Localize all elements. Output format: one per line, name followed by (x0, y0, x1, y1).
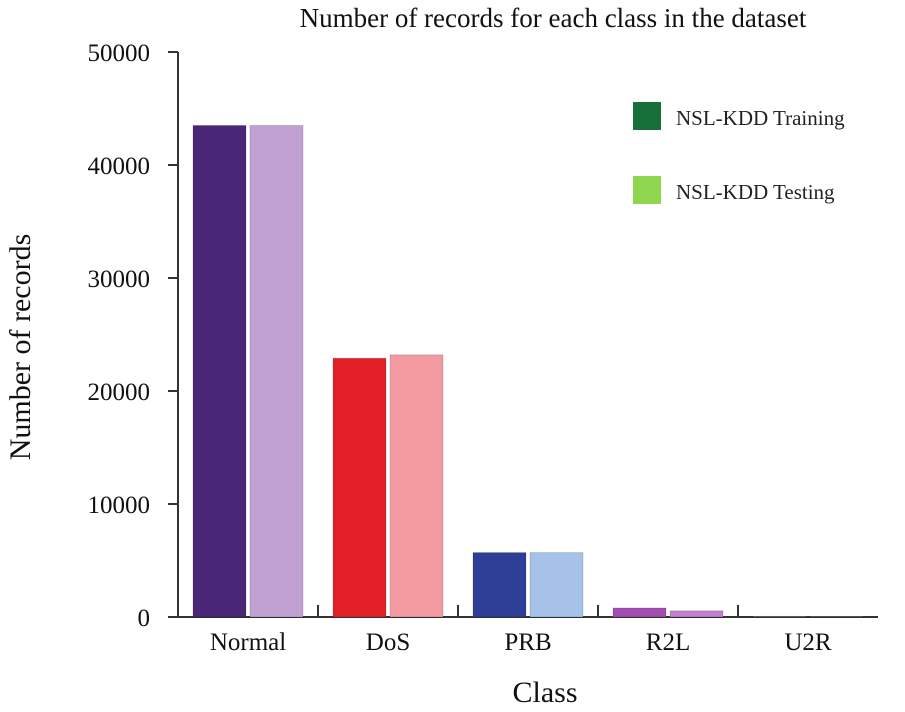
legend-label: NSL-KDD Training (676, 106, 845, 130)
x-tick-label: PRB (504, 629, 551, 656)
x-axis-label: Class (512, 676, 577, 709)
y-axis-label: Number of records (4, 234, 37, 461)
x-tick-label: R2L (646, 629, 690, 656)
bar-r2l-testing (669, 610, 724, 618)
x-tick-label: DoS (366, 629, 410, 656)
bar-prb-training (472, 552, 527, 618)
bar-dos-testing (389, 354, 444, 618)
x-tick-label: U2R (784, 629, 832, 656)
bar-u2r-training (752, 615, 807, 618)
bar-prb-testing (529, 552, 584, 618)
legend-swatch (633, 102, 661, 130)
bar-normal-training (192, 124, 247, 618)
bar-normal-testing (249, 124, 304, 618)
bar-r2l-training (612, 607, 667, 618)
y-tick-label: 30000 (88, 266, 151, 293)
legend: NSL-KDD Training NSL-KDD Testing (633, 102, 845, 204)
y-tick-label: 0 (138, 605, 151, 632)
ticks: 0 10000 20000 30000 40000 50000 Normal DoS PRB R2… (88, 40, 832, 656)
y-tick-label: 40000 (88, 153, 151, 180)
y-tick-label: 50000 (88, 40, 151, 67)
legend-swatch (633, 176, 661, 204)
y-tick-label: 10000 (88, 492, 151, 519)
bar-dos-training (332, 357, 387, 618)
bars (192, 124, 864, 618)
y-tick-label: 20000 (88, 379, 151, 406)
x-tick-label: Normal (210, 629, 286, 656)
chart-title: Number of records for each class in the … (300, 3, 807, 33)
legend-label: NSL-KDD Testing (676, 180, 835, 204)
